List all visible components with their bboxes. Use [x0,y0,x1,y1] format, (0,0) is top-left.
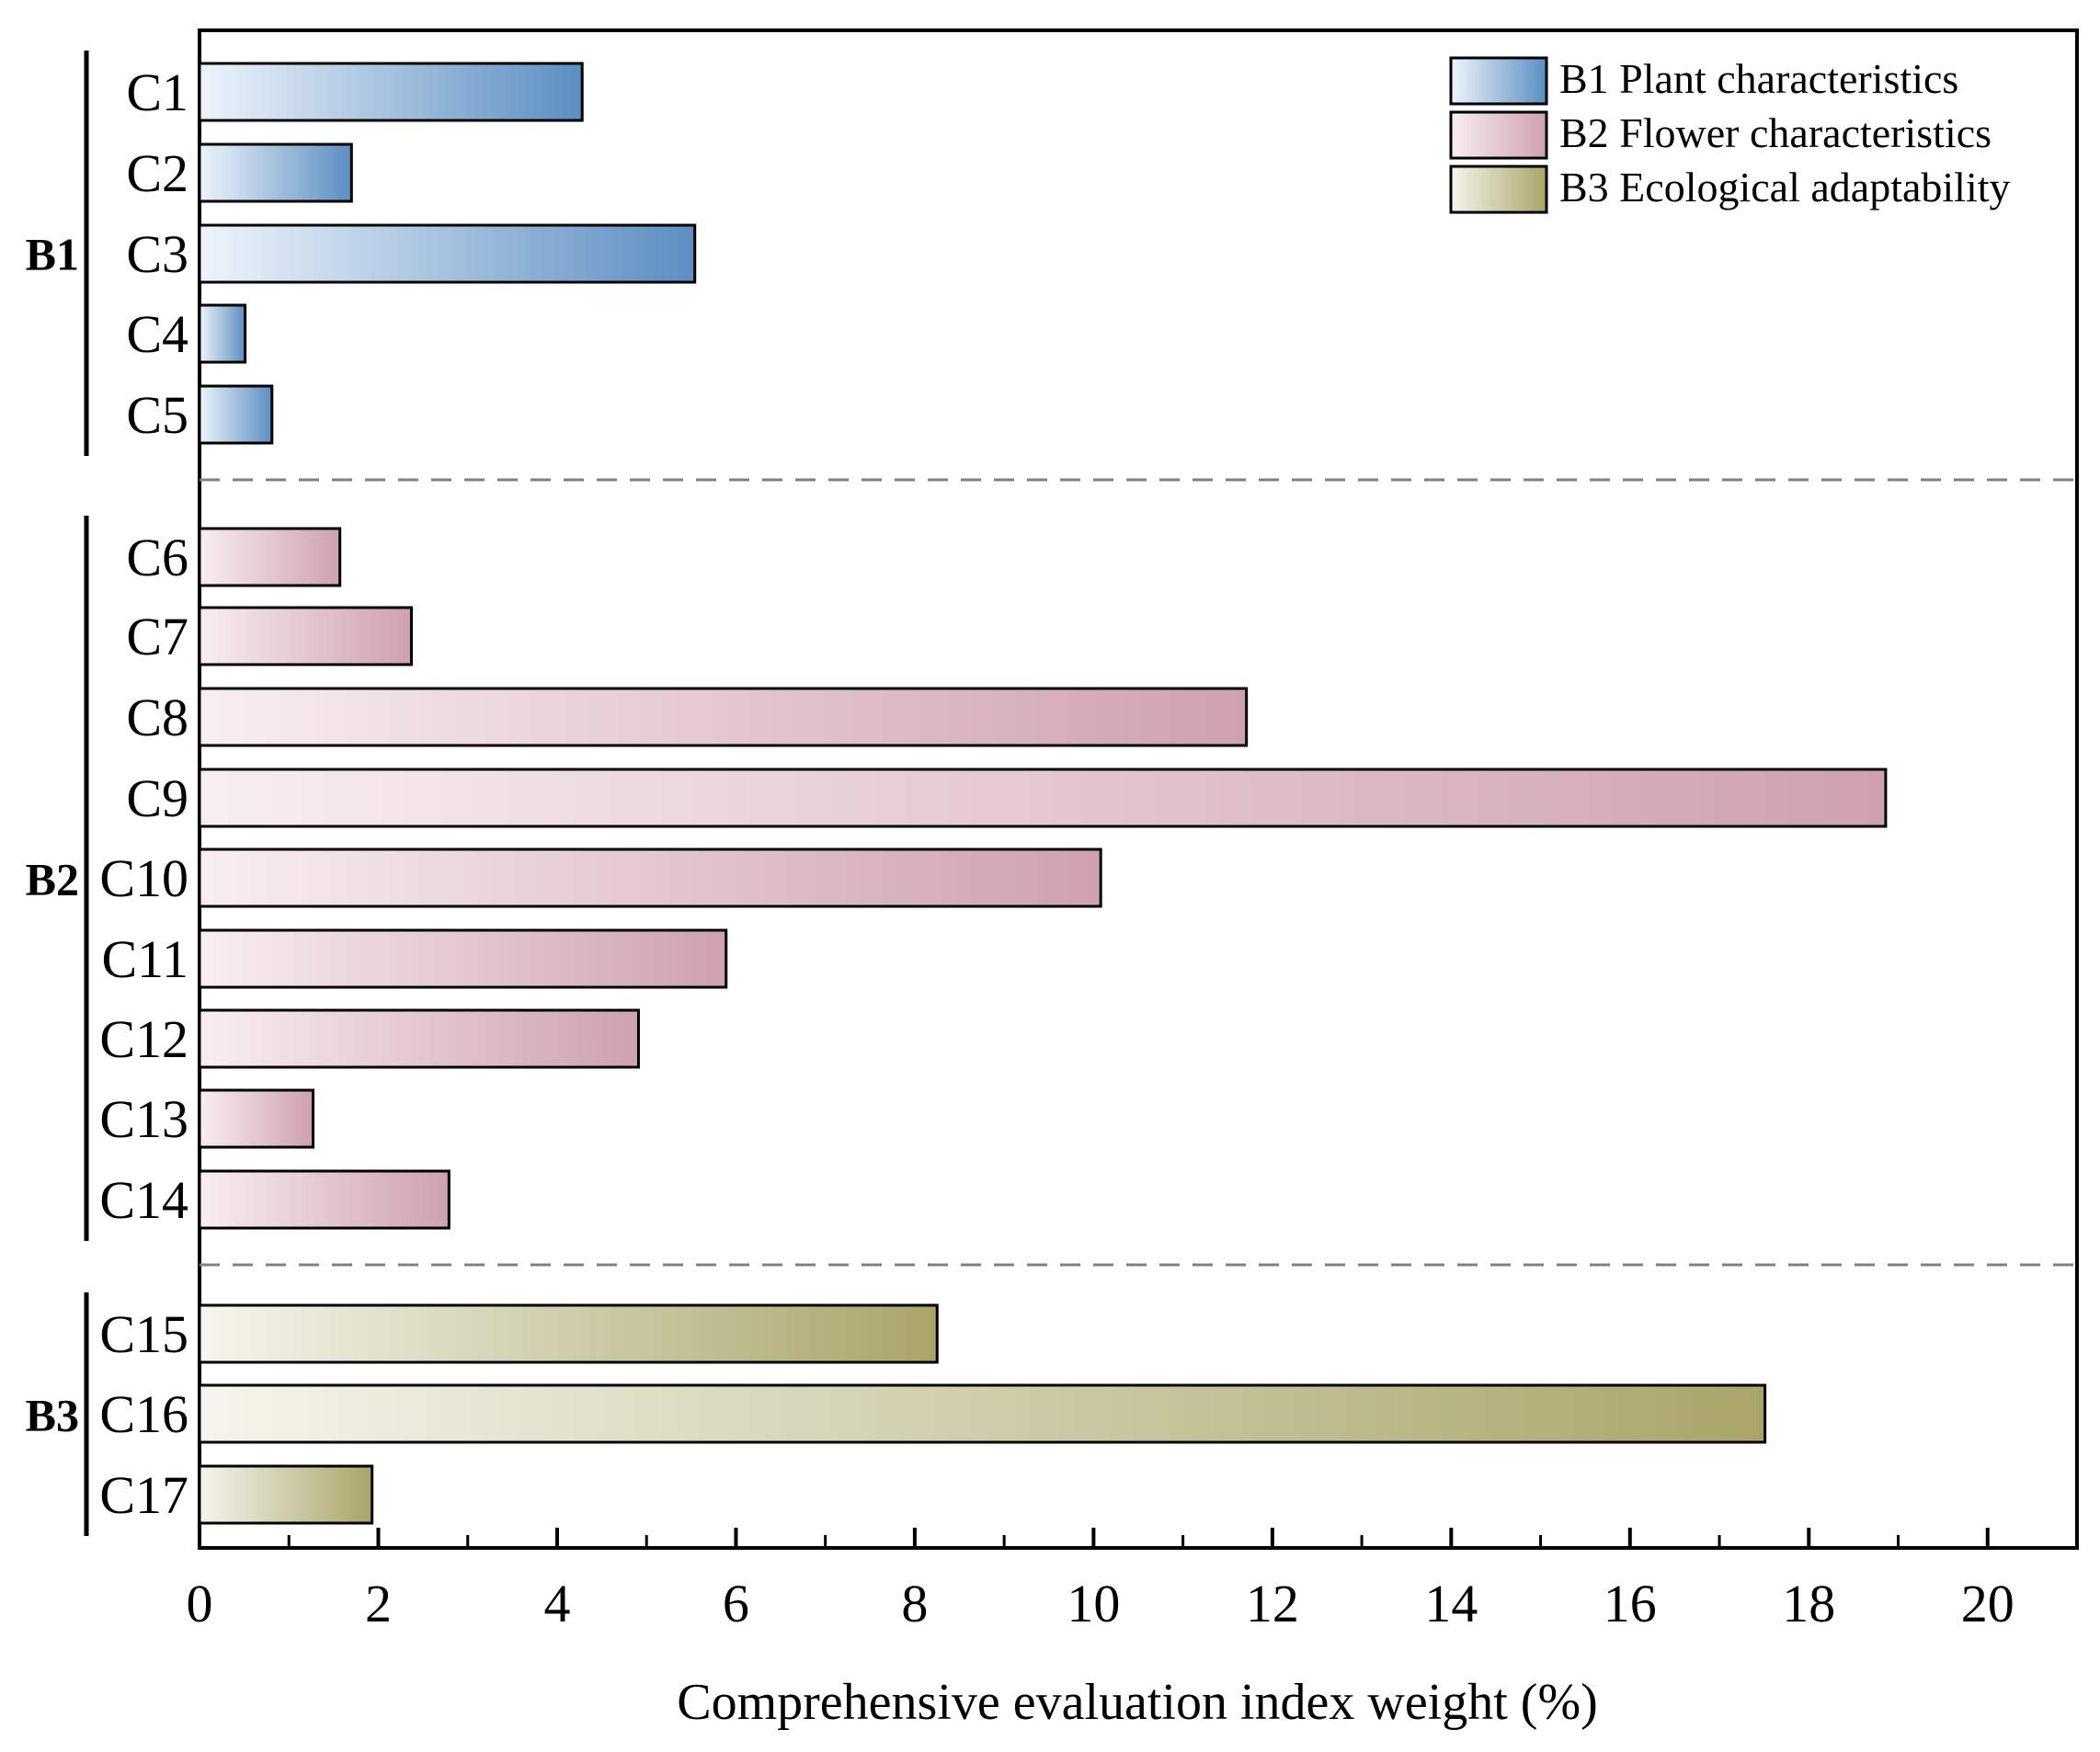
group-label-b2: B2 [26,854,79,905]
bar-c6 [198,527,342,587]
bar-c2 [198,142,353,203]
legend-swatch-b2 [1449,110,1548,160]
category-label-c16: C16 [99,1384,188,1444]
category-label-c11: C11 [101,929,188,989]
x-tick-label: 20 [1961,1574,2014,1633]
bar-c14 [198,1169,451,1230]
bar-c5 [198,384,274,445]
bar-c13 [198,1088,314,1149]
x-tick-label: 10 [1067,1574,1120,1633]
x-tick-label: 6 [723,1574,749,1633]
legend-label-b3: B3 Ecological adaptability [1559,164,2011,210]
category-label-c2: C2 [126,143,188,203]
category-label-c13: C13 [99,1089,188,1149]
category-label-c8: C8 [126,688,188,747]
bar-c11 [198,928,728,989]
bar-c15 [198,1303,939,1364]
bar-c16 [198,1383,1767,1444]
x-tick-label: 0 [187,1574,213,1633]
group-label-b3: B3 [26,1390,79,1441]
category-label-c6: C6 [126,528,188,587]
category-label-c14: C14 [99,1170,188,1230]
x-axis-title: Comprehensive evaluation index weight (%… [677,1674,1598,1731]
x-tick-label: 2 [365,1574,392,1633]
category-label-c15: C15 [99,1304,188,1364]
group-label-b1: B1 [26,229,79,280]
legend-label-b1: B1 Plant characteristics [1559,55,1958,102]
legend-label-b2: B2 Flower characteristics [1559,109,1992,156]
legend-swatch-b3 [1449,165,1548,214]
category-label-c12: C12 [99,1009,188,1069]
category-label-c9: C9 [126,768,188,828]
category-label-c1: C1 [126,63,188,122]
bar-c17 [198,1464,374,1525]
category-label-c10: C10 [99,848,188,908]
x-tick-label: 14 [1424,1574,1478,1633]
x-tick-label: 4 [543,1574,570,1633]
category-label-c7: C7 [126,607,188,666]
x-tick-label: 16 [1604,1574,1657,1633]
bar-c9 [198,768,1888,828]
x-tick-label: 12 [1246,1574,1299,1633]
category-label-c3: C3 [126,224,188,284]
bar-c10 [198,848,1102,908]
x-tick-label: 18 [1782,1574,1835,1633]
category-label-c17: C17 [99,1465,188,1525]
bar-c1 [198,62,584,122]
category-label-c4: C4 [126,304,188,364]
category-label-c5: C5 [126,385,188,445]
bar-c12 [198,1008,640,1069]
legend-swatch-b1 [1449,56,1548,106]
x-tick-label: 8 [901,1574,928,1633]
bar-c8 [198,687,1249,747]
legend: B1 Plant characteristics B2 Flower charac… [1449,55,2011,214]
bar-c3 [198,223,697,284]
bar-c4 [198,303,247,364]
bar-c7 [198,606,413,666]
